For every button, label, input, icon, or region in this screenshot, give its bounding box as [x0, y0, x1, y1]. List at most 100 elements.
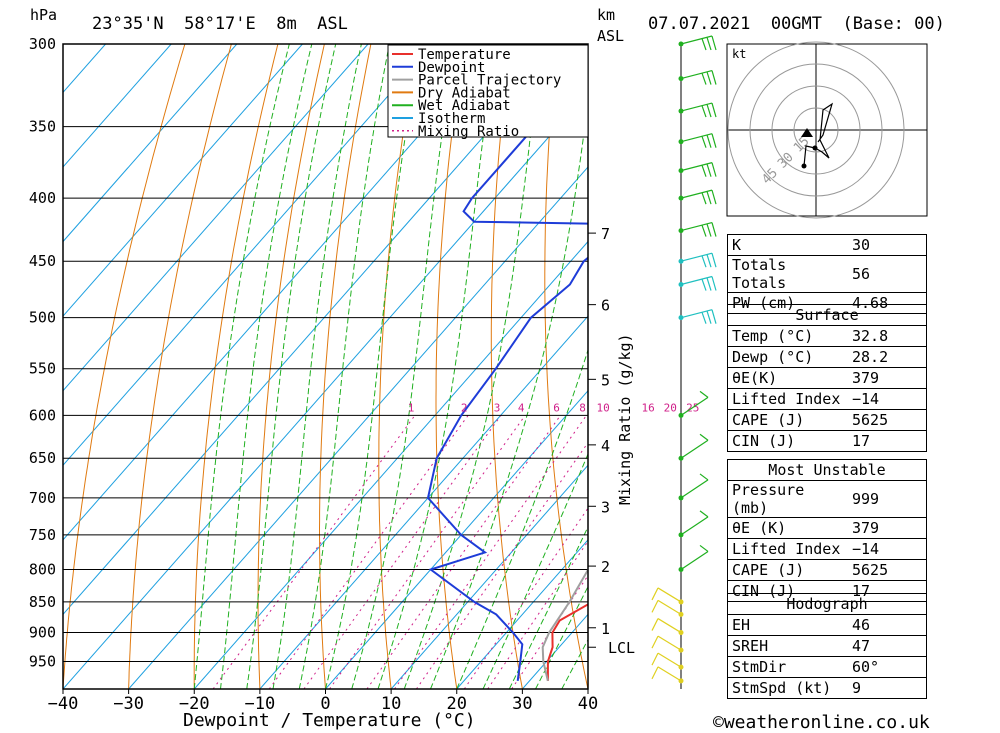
row-label: EH — [727, 614, 848, 636]
temp-tick-label: 0 — [320, 694, 330, 714]
row-value: 17 — [848, 430, 927, 452]
hodograph-ring — [771, 85, 861, 175]
isotherm — [63, 44, 435, 467]
mixing-ratio-labels: 12346810162025 — [408, 401, 700, 414]
legend-label: Parcel Trajectory — [418, 73, 561, 89]
wet-adiabat — [272, 44, 362, 689]
copyright: ©weatheronline.co.uk — [713, 712, 930, 733]
mixing-ratio-line — [487, 540, 588, 689]
hodograph-trace — [803, 102, 834, 167]
pressure-tick-label: 950 — [29, 653, 56, 671]
table-row: θE (K) 379 — [727, 517, 927, 539]
wind-barb-flag — [701, 72, 707, 85]
wind-barb-flag — [711, 102, 717, 118]
pressure-tick-label: 300 — [29, 35, 56, 53]
series-temperature — [546, 603, 588, 681]
wet-adiabat — [456, 348, 588, 689]
wind-barb-staff — [680, 275, 713, 286]
km-tick-label: 2 — [601, 558, 610, 576]
wind-barb-staff — [657, 666, 682, 682]
table-row: Lifted Index −14 — [727, 388, 927, 410]
hodograph-ring — [727, 41, 905, 219]
wind-barb-flag — [699, 473, 709, 481]
wind-barb-flag — [651, 666, 659, 680]
row-value: 5625 — [848, 559, 927, 581]
wind-barb-flag — [699, 544, 709, 552]
wind-barb-flag — [651, 652, 659, 666]
wind-barb-flag — [699, 433, 709, 441]
mixing-ratio-line — [511, 574, 588, 689]
pressure-tick-label: 800 — [29, 560, 56, 578]
wind-barb-flag — [651, 635, 659, 649]
hodograph-ring — [749, 63, 883, 197]
wind-barb-staff — [680, 396, 709, 416]
location-title: 23°35'N 58°17'E 8m ASL — [92, 14, 348, 34]
mixing-ratio-label: 8 — [579, 401, 586, 414]
wind-barb-flag — [701, 312, 707, 324]
mixing-ratio-label: 20 — [664, 401, 677, 414]
mixing-ratio-line — [366, 415, 561, 689]
wind-barb-flag — [706, 277, 712, 291]
row-value: 9 — [848, 677, 927, 699]
pressure-tick-label: 600 — [29, 406, 56, 424]
dry-adiabat — [490, 44, 523, 689]
km-tick-label: 5 — [601, 371, 610, 389]
row-label: CAPE (J) — [727, 409, 848, 431]
hodograph-title: Hodograph — [727, 593, 927, 615]
unstable-title: Most Unstable — [727, 459, 927, 481]
row-value: 46 — [848, 614, 927, 636]
wet-adiabat — [298, 44, 390, 689]
wind-barb-staff — [680, 35, 713, 45]
row-value: 5625 — [848, 409, 927, 431]
mixing-ratio-label: 6 — [553, 401, 560, 414]
row-value: 379 — [848, 517, 927, 539]
wind-barb-flag — [701, 136, 707, 148]
km-label: km — [597, 6, 616, 24]
wet-adiabat — [193, 44, 290, 689]
legend-label: Wet Adiabat — [418, 98, 511, 114]
wind-barbs — [651, 35, 717, 689]
isotherm — [128, 166, 588, 689]
wind-barb-staff — [680, 252, 713, 262]
wind-barb-flag — [706, 191, 712, 205]
wind-barb-flag — [706, 71, 712, 85]
isotherm — [259, 315, 588, 689]
wet-adiabat — [246, 44, 337, 689]
wet-adiabat — [325, 44, 422, 689]
row-label: Temp (°C) — [727, 325, 848, 347]
wet-adiabat — [220, 44, 313, 689]
date-title: 07.07.2021 00GMT (Base: 00) — [648, 14, 945, 34]
km-tick-label: 1 — [601, 620, 610, 638]
row-value: −14 — [848, 388, 927, 410]
wind-barb-flag — [706, 163, 712, 177]
temp-tick-label: 10 — [381, 694, 401, 714]
table-row: K 30 — [727, 234, 927, 256]
wind-barb-staff — [680, 309, 713, 319]
wind-barb-staff — [680, 162, 713, 172]
wind-barb-staff — [680, 550, 709, 570]
wind-barb-flag — [706, 223, 712, 237]
wind-barb-staff — [657, 599, 682, 615]
legend-label: Mixing Ratio — [418, 124, 519, 140]
temp-tick-label: 30 — [512, 694, 532, 714]
mixing-ratio-label: 10 — [597, 401, 610, 414]
wind-barb-flag — [701, 105, 707, 118]
dry-adiabat — [193, 44, 279, 689]
wind-barb-flag — [711, 309, 717, 324]
mixing-ratio-label: 16 — [642, 401, 655, 414]
wind-barb-flag — [701, 278, 707, 291]
isotherm — [63, 44, 303, 317]
dry-adiabat — [929, 44, 1000, 689]
legend-label: Isotherm — [418, 111, 485, 127]
pressure-tick-label: 400 — [29, 189, 56, 207]
table-row: StmDir 60° — [727, 656, 927, 678]
temp-tick-label: −10 — [245, 694, 276, 714]
surface-title: Surface — [727, 304, 927, 326]
km-tick-label: 3 — [601, 498, 610, 516]
wind-barb-staff — [657, 587, 682, 603]
table-row: Temp (°C) 32.8 — [727, 325, 927, 347]
temp-tick-label: −30 — [113, 694, 144, 714]
isotherm — [193, 240, 588, 689]
